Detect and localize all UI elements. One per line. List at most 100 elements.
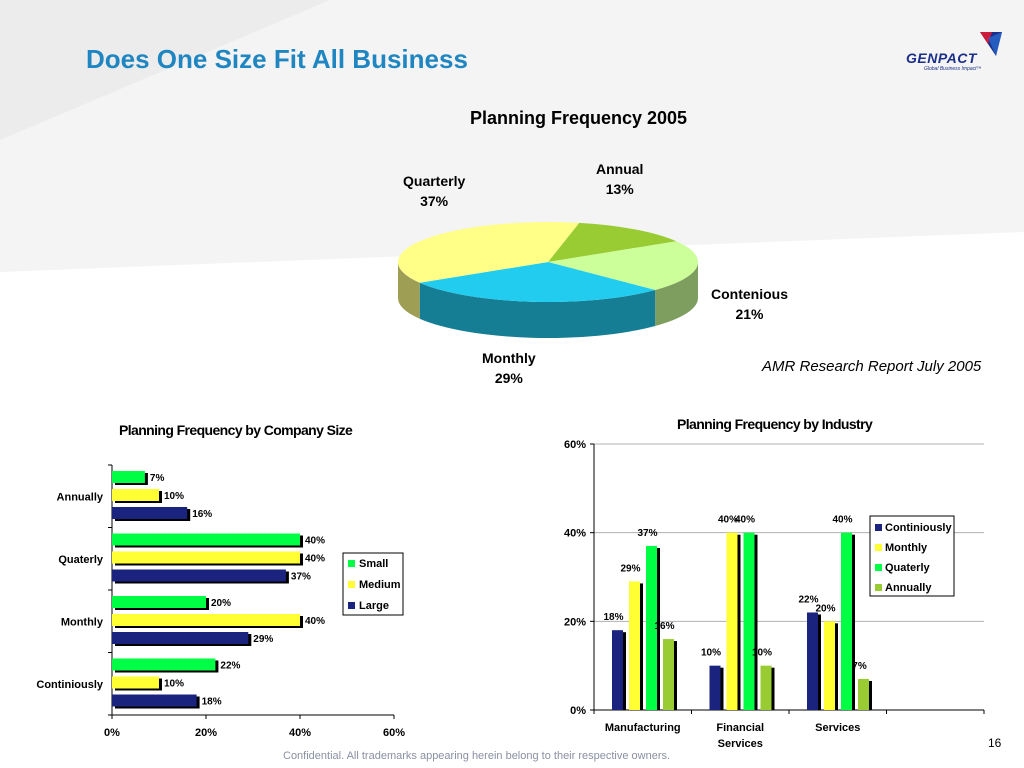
pie-slice-annual	[548, 222, 677, 262]
bar-data-label: 37%	[291, 572, 311, 583]
bar-medium-monthly	[112, 614, 300, 626]
pie-slice-quarterly	[398, 222, 580, 283]
bar-continiously-manufacturing	[612, 630, 623, 710]
pie-slice-side	[398, 262, 420, 319]
genpact-logo: GENPACT Global Business Impact™	[906, 30, 1006, 80]
category-label: Financial	[716, 722, 764, 734]
pie-label-name: Quarterly	[403, 173, 466, 189]
category-label: Manufacturing	[605, 722, 681, 734]
legend-label: Medium	[359, 579, 401, 591]
bar-data-label: 18%	[202, 697, 222, 708]
category-label: Monthly	[61, 616, 104, 628]
pie-label-name: Monthly	[482, 350, 536, 366]
footer-confidential: Confidential. All trademarks appearing h…	[283, 750, 671, 762]
bar-small-monthly	[112, 596, 206, 608]
bar-data-label: 18%	[603, 612, 623, 623]
bar-data-label: 29%	[253, 634, 273, 645]
bar-data-label: 40%	[305, 536, 325, 547]
pie-slice-contenious	[548, 241, 698, 290]
x-tick-label: 20%	[195, 727, 217, 739]
bar-quaterly-services	[841, 532, 852, 710]
bar-monthly-services	[824, 621, 835, 710]
pie-slice-monthly	[419, 262, 656, 302]
bar-medium-annually	[112, 489, 159, 501]
industry-legend: Continiously Monthly Quaterly Annually	[869, 515, 955, 597]
company-size-chart-title: Planning Frequency by Company Size	[119, 422, 353, 438]
bar-data-label: 20%	[211, 598, 231, 609]
pie-chart-title: Planning Frequency 2005	[470, 108, 688, 128]
logo-tagline: Global Business Impact™	[924, 66, 982, 72]
industry-chart-title: Planning Frequency by Industry	[677, 416, 873, 432]
bar-data-label: 10%	[164, 491, 184, 502]
x-tick-label: 60%	[383, 727, 405, 739]
category-label: Services	[718, 738, 763, 750]
y-tick-label: 60%	[564, 439, 586, 451]
page-title: Does One Size Fit All Business	[86, 44, 468, 74]
pie-slice-side	[655, 262, 698, 326]
genpact-triangle-mark-icon	[980, 32, 1002, 56]
pie-label-value: 21%	[735, 306, 764, 322]
legend-swatch	[875, 564, 882, 571]
bar-data-label: 40%	[305, 616, 325, 627]
pie-label-monthly: Monthly 29%	[482, 348, 536, 388]
bar-data-label: 7%	[852, 661, 867, 672]
pie-chart	[398, 222, 698, 338]
pie-label-contenious: Contenious 21%	[711, 284, 788, 324]
pie-label-name: Contenious	[711, 286, 788, 302]
bar-annually-services	[858, 678, 869, 710]
bar-medium-continiously	[112, 676, 159, 689]
bar-data-label: 16%	[192, 509, 212, 520]
bar-data-label: 40%	[832, 515, 852, 526]
bar-medium-quaterly	[112, 551, 300, 564]
bar-data-label: 7%	[150, 473, 165, 484]
bar-monthly-financial-services	[726, 532, 738, 710]
legend-swatch	[875, 544, 882, 551]
bar-data-label: 10%	[701, 648, 721, 659]
bar-monthly-manufacturing	[629, 581, 640, 710]
y-tick-label: 20%	[564, 616, 586, 628]
bar-quaterly-financial-services	[743, 532, 755, 710]
bar-data-label: 10%	[752, 648, 772, 659]
bar-data-label: 40%	[305, 554, 325, 565]
y-tick-label: 40%	[564, 528, 586, 540]
x-tick-label: 40%	[289, 727, 311, 739]
bar-large-monthly	[112, 632, 249, 644]
pie-label-quarterly: Quarterly 37%	[403, 171, 465, 211]
y-tick-label: 0%	[570, 705, 586, 717]
bar-quaterly-manufacturing	[646, 545, 657, 710]
bar-large-quaterly	[112, 569, 286, 582]
legend-label: Small	[359, 558, 388, 570]
bar-data-label: 20%	[815, 603, 835, 614]
x-tick-label: 0%	[104, 727, 120, 739]
legend-label: Annually	[885, 582, 932, 594]
source-citation: AMR Research Report July 2005	[762, 358, 982, 375]
bar-small-annually	[112, 471, 145, 483]
bar-data-label: 10%	[164, 679, 184, 690]
legend-swatch	[348, 581, 355, 588]
legend-label: Monthly	[885, 542, 928, 554]
legend-swatch	[348, 560, 355, 567]
pie-label-value: 13%	[605, 181, 634, 197]
company-size-legend: Small Medium Large	[342, 552, 404, 616]
legend-label: Quaterly	[885, 562, 931, 574]
bar-data-label: 37%	[637, 528, 657, 539]
bar-large-continiously	[112, 694, 197, 707]
bar-large-annually	[112, 507, 188, 519]
category-label: Services	[815, 722, 860, 734]
page-number: 16	[988, 736, 1002, 750]
bar-data-label: 22%	[798, 594, 818, 605]
bar-small-quaterly	[112, 533, 300, 546]
bar-data-label: 16%	[654, 621, 674, 632]
bar-data-label: 29%	[620, 563, 640, 574]
bar-continiously-services	[807, 612, 818, 710]
company-size-axes	[108, 464, 395, 719]
bar-small-continiously	[112, 658, 216, 671]
bar-continiously-financial-services	[709, 665, 721, 710]
pie-label-name: Annual	[596, 161, 644, 177]
bar-data-label: 40%	[718, 515, 738, 526]
bar-annually-manufacturing	[663, 639, 674, 710]
bar-data-label: 22%	[220, 661, 240, 672]
pie-label-annual: Annual 13%	[596, 159, 643, 199]
